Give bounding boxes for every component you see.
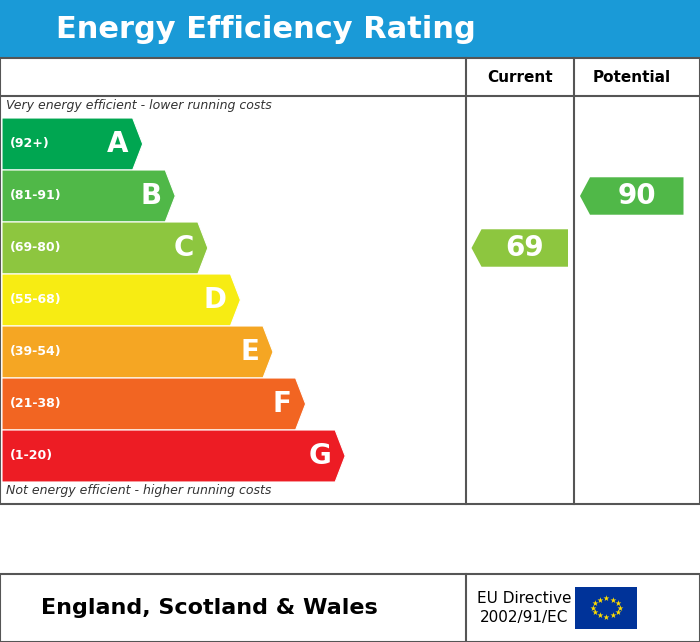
- Text: C: C: [174, 234, 194, 262]
- Text: (21-38): (21-38): [10, 397, 62, 410]
- Text: (39-54): (39-54): [10, 345, 62, 358]
- Polygon shape: [2, 274, 240, 326]
- Text: ★: ★: [596, 611, 603, 620]
- Text: (92+): (92+): [10, 137, 50, 150]
- Text: (1-20): (1-20): [10, 449, 53, 462]
- Polygon shape: [2, 326, 273, 378]
- Text: ★: ★: [591, 599, 598, 608]
- Bar: [0, 0, 700, 58]
- Polygon shape: [2, 118, 143, 170]
- Polygon shape: [2, 170, 175, 222]
- Text: ★: ★: [616, 603, 623, 612]
- Text: ★: ★: [591, 608, 598, 617]
- Text: A: A: [107, 130, 129, 158]
- Text: G: G: [309, 442, 331, 470]
- Text: D: D: [204, 286, 226, 314]
- Text: Current: Current: [487, 69, 552, 85]
- Text: Very energy efficient - lower running costs: Very energy efficient - lower running co…: [6, 99, 272, 112]
- Polygon shape: [2, 430, 345, 482]
- Text: (81-91): (81-91): [10, 189, 62, 202]
- Text: ★: ★: [610, 611, 617, 620]
- Text: ★: ★: [610, 596, 617, 605]
- Text: B: B: [140, 182, 161, 210]
- Text: ★: ★: [603, 594, 610, 603]
- Text: F: F: [273, 390, 292, 418]
- Bar: [0, 58, 700, 504]
- Text: ★: ★: [603, 612, 610, 621]
- Text: Potential: Potential: [593, 69, 671, 85]
- Text: England, Scotland & Wales: England, Scotland & Wales: [41, 598, 378, 618]
- Text: ★: ★: [596, 596, 603, 605]
- Polygon shape: [2, 222, 208, 274]
- Text: ★: ★: [615, 599, 622, 608]
- Text: (69-80): (69-80): [10, 241, 62, 254]
- Text: (55-68): (55-68): [10, 293, 62, 306]
- Bar: [575, 587, 637, 629]
- Text: ★: ★: [589, 603, 596, 612]
- Bar: [0, 574, 700, 642]
- Text: ★: ★: [615, 608, 622, 617]
- Text: 69: 69: [505, 234, 544, 262]
- Polygon shape: [2, 378, 306, 430]
- Polygon shape: [580, 177, 683, 214]
- Text: Not energy efficient - higher running costs: Not energy efficient - higher running co…: [6, 484, 272, 497]
- Text: Energy Efficiency Rating: Energy Efficiency Rating: [56, 15, 476, 44]
- Text: EU Directive
2002/91/EC: EU Directive 2002/91/EC: [477, 591, 571, 625]
- Polygon shape: [472, 229, 568, 266]
- Text: 90: 90: [617, 182, 656, 210]
- Text: E: E: [240, 338, 259, 366]
